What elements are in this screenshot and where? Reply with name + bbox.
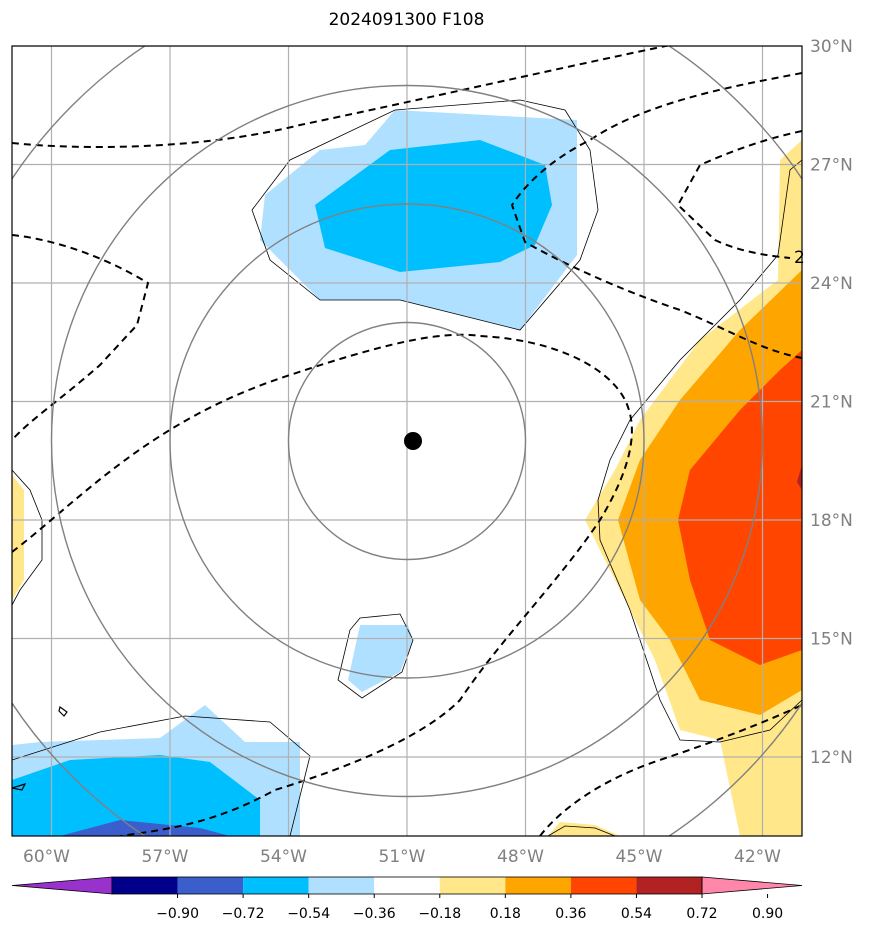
colorbar-extend-high	[701, 876, 803, 895]
longitude-tick-label: 51°W	[379, 847, 426, 867]
longitude-tick-label: 48°W	[497, 847, 544, 867]
colorbar-segment	[177, 877, 244, 894]
colorbar-segment	[570, 877, 637, 894]
longitude-tick-label: 57°W	[142, 847, 189, 867]
colorbar-segment	[636, 877, 702, 894]
contour-label: 2	[794, 248, 805, 268]
positive-anomaly-west	[12, 469, 43, 606]
dashed-contours	[12, 46, 802, 836]
colorbar-tick-label: −0.72	[222, 906, 265, 922]
colorbar-segment	[439, 877, 506, 894]
range-ring	[169, 203, 645, 679]
latitude-tick-label: 15°N	[810, 630, 853, 650]
colorbar-segment	[112, 877, 178, 894]
longitude-tick-label: 42°W	[734, 847, 781, 867]
colorbar-tick-label: −0.36	[353, 906, 396, 922]
negative-anomaly-south-small	[337, 613, 414, 699]
negative-anomaly-southwest	[12, 705, 311, 836]
longitude-tick-label: 45°W	[616, 847, 663, 867]
colorbar-segment	[505, 877, 571, 894]
latitude-tick-label: 27°N	[810, 156, 853, 176]
colorbar-tick-label: 0.90	[752, 906, 783, 922]
storm-center-marker	[404, 432, 422, 450]
range-ring	[287, 321, 527, 561]
colorbar-tick-label: −0.54	[287, 906, 330, 922]
colorbar-segment	[308, 877, 375, 894]
negative-anomaly-north	[251, 99, 599, 331]
latitude-tick-label: 18°N	[810, 511, 853, 531]
colorbar-segment	[243, 877, 309, 894]
colorbar-extend-low	[11, 876, 113, 895]
latitude-tick-label: 12°N	[810, 748, 853, 768]
colorbar-tick-label: 0.36	[555, 906, 586, 922]
latitude-tick-label: 30°N	[810, 37, 853, 57]
colorbar-outline	[111, 876, 703, 895]
colorbar-tick-label: 0.18	[490, 906, 521, 922]
positive-anomaly-east	[547, 140, 802, 836]
latitude-tick-label: 21°N	[810, 393, 853, 413]
longitude-tick-label: 54°W	[260, 847, 307, 867]
colorbar-tick-label: −0.18	[418, 906, 461, 922]
longitude-tick-label: 60°W	[23, 847, 70, 867]
colorbar-tick-label: −0.90	[156, 906, 199, 922]
colorbar-labels: −0.90 −0.72 −0.54 −0.36 −0.18 0.18 0.36 0.54 0.7…	[156, 894, 783, 922]
colorbar-tick-label: 0.72	[686, 906, 717, 922]
colorbar	[11, 876, 803, 895]
map-title: 2024091300 F108	[328, 10, 485, 30]
colorbar-segment	[374, 877, 440, 894]
colorbar-tick-label: 0.54	[621, 906, 652, 922]
range-ring	[50, 84, 764, 798]
longitude-labels: 60°W 57°W 54°W 51°W 48°W 45°W 42°W	[23, 847, 781, 867]
latitude-tick-label: 24°N	[810, 274, 853, 294]
latitude-labels: 12°N 15°N 18°N 21°N 24°N 27°N 30°N	[810, 37, 853, 768]
map-frame	[11, 45, 803, 837]
